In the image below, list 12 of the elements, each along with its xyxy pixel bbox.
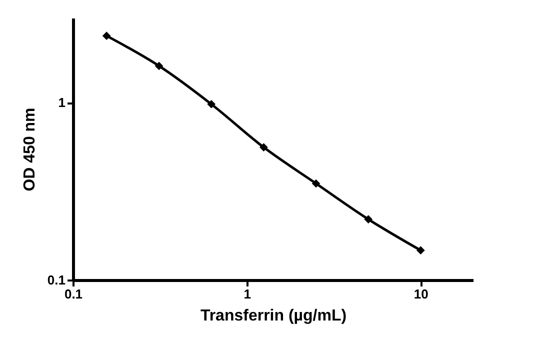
y-axis-title: OD 450 nm [21, 108, 38, 192]
point [260, 143, 268, 152]
x-tick-label: 1 [244, 286, 251, 302]
x-axis-title: Transferrin (µg/mL) [200, 308, 347, 324]
x-tick-label: 0.1 [64, 286, 83, 302]
point [207, 100, 216, 108]
point [312, 179, 320, 188]
point [102, 32, 111, 40]
point [364, 215, 373, 224]
point [416, 246, 425, 255]
point [154, 62, 164, 70]
x-tick-label: 10 [414, 286, 428, 302]
